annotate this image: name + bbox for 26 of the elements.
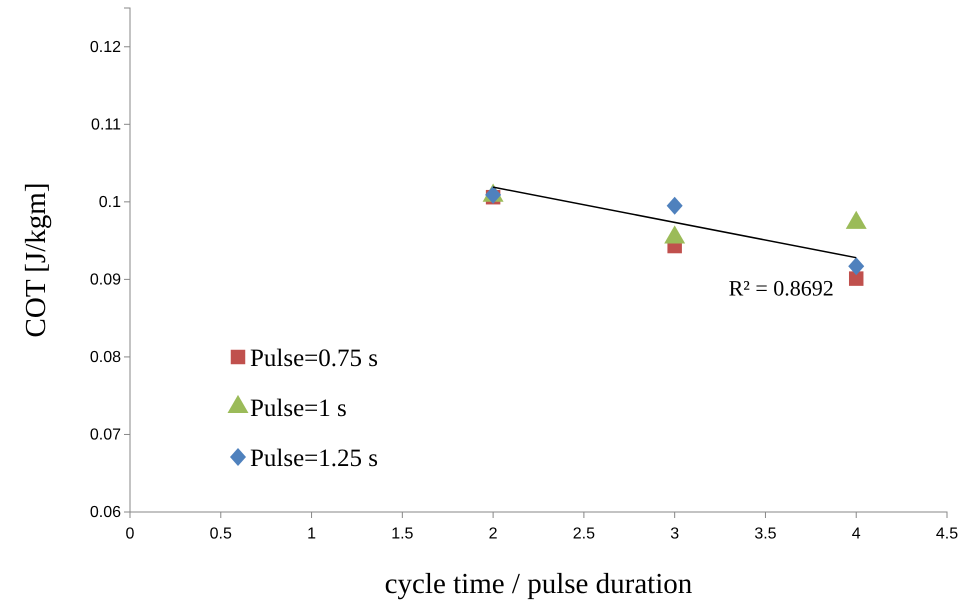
x-axis-title: cycle time / pulse duration bbox=[384, 568, 693, 600]
x-tick-label: 0 bbox=[126, 526, 135, 543]
legend-label: Pulse=1.25 s bbox=[250, 444, 378, 472]
annotation: R² = 0.8692 bbox=[728, 275, 834, 300]
x-tick-label: 1 bbox=[307, 526, 316, 543]
legend-label: Pulse=1 s bbox=[250, 394, 347, 422]
point bbox=[666, 196, 683, 215]
point bbox=[848, 257, 864, 276]
y-tick-label: 0.09 bbox=[90, 272, 122, 289]
y-tick-label: 0.08 bbox=[90, 349, 122, 366]
y-tick-label: 0.06 bbox=[90, 504, 122, 522]
legend-label: Pulse=0.75 s bbox=[250, 344, 378, 372]
y-tick-label: 0.11 bbox=[91, 116, 122, 134]
x-tick-label: 3 bbox=[670, 526, 680, 543]
x-tick-label: 2 bbox=[488, 526, 498, 543]
y-tick-label: 0.1 bbox=[98, 194, 122, 211]
point bbox=[848, 271, 864, 286]
y-axis-title: COT [J/kgm] bbox=[20, 182, 52, 338]
y-tick-label: 0.12 bbox=[90, 38, 122, 56]
y-tick-label: 0.07 bbox=[90, 426, 122, 444]
x-tick-label: 0.5 bbox=[210, 526, 232, 543]
x-tick-label: 1.5 bbox=[391, 526, 414, 543]
x-tick-label: 2.5 bbox=[572, 526, 596, 543]
x-tick-label: 4.5 bbox=[936, 526, 958, 543]
x-tick-label: 3.5 bbox=[754, 526, 777, 543]
x-tick-label: 4 bbox=[852, 526, 861, 543]
